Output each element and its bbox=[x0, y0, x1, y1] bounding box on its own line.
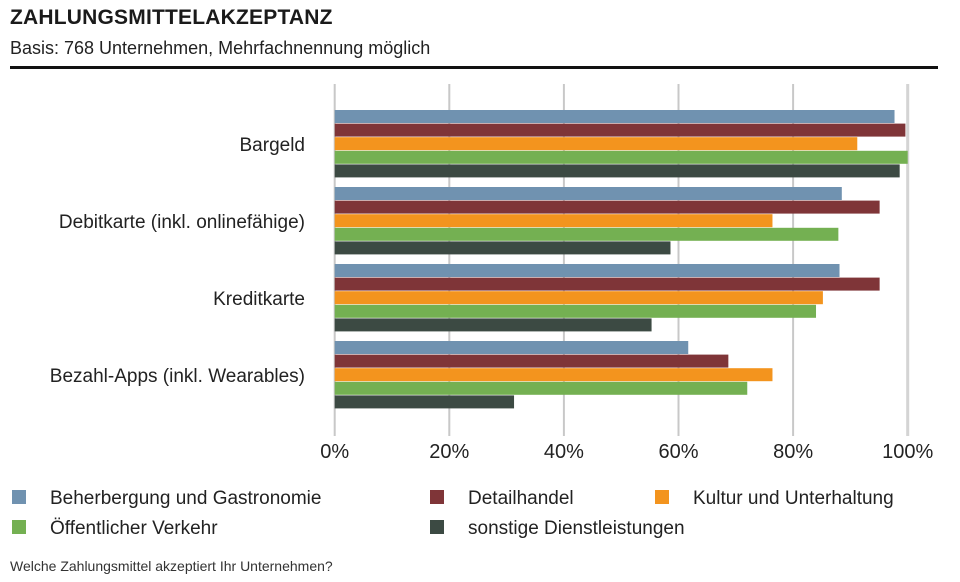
bar bbox=[334, 150, 908, 164]
bar bbox=[334, 123, 906, 137]
chart-title: ZAHLUNGSMITTELAKZEPTANZ bbox=[10, 6, 333, 29]
bar bbox=[334, 200, 880, 214]
legend-label: Öffentlicher Verkehr bbox=[50, 518, 218, 539]
title-divider bbox=[10, 66, 938, 69]
x-tick-label: 60% bbox=[658, 441, 698, 463]
x-tick-label: 0% bbox=[320, 441, 349, 463]
bar bbox=[334, 304, 817, 318]
category-label: Kreditkarte bbox=[213, 289, 305, 310]
bar bbox=[334, 227, 839, 241]
x-tick-label: 100% bbox=[882, 441, 933, 463]
category-label: Bargeld bbox=[240, 135, 306, 156]
bar bbox=[334, 291, 823, 305]
bar bbox=[334, 381, 748, 395]
bar bbox=[334, 395, 515, 409]
bar bbox=[334, 277, 880, 291]
legend-label: Detailhandel bbox=[468, 488, 574, 509]
bar bbox=[334, 214, 773, 228]
bar bbox=[334, 137, 858, 151]
bar bbox=[334, 164, 900, 178]
legend-swatch bbox=[655, 490, 669, 504]
legend-label: Kultur und Unterhaltung bbox=[693, 488, 894, 509]
bar bbox=[334, 241, 671, 255]
x-tick-label: 40% bbox=[544, 441, 584, 463]
bar bbox=[334, 110, 895, 123]
category-label: Debitkarte (inkl. onlinefähige) bbox=[59, 212, 305, 233]
legend-label: Beherbergung und Gastronomie bbox=[50, 488, 321, 509]
bar bbox=[334, 368, 773, 382]
legend-swatch bbox=[12, 490, 26, 504]
category-label: Bezahl-Apps (inkl. Wearables) bbox=[50, 366, 305, 387]
bar bbox=[334, 354, 729, 368]
bar bbox=[334, 318, 652, 332]
bar bbox=[334, 341, 689, 354]
bar bbox=[334, 187, 842, 200]
chart-footer: Welche Zahlungsmittel akzeptiert Ihr Unt… bbox=[10, 558, 333, 574]
legend-swatch bbox=[430, 490, 444, 504]
x-tick-label: 20% bbox=[429, 441, 469, 463]
legend-label: sonstige Dienstleistungen bbox=[468, 518, 685, 539]
legend-swatch bbox=[12, 520, 26, 534]
x-tick-label: 80% bbox=[773, 441, 813, 463]
legend-swatch bbox=[430, 520, 444, 534]
chart-subtitle: Basis: 768 Unternehmen, Mehrfachnennung … bbox=[10, 38, 431, 58]
bar bbox=[334, 264, 840, 277]
